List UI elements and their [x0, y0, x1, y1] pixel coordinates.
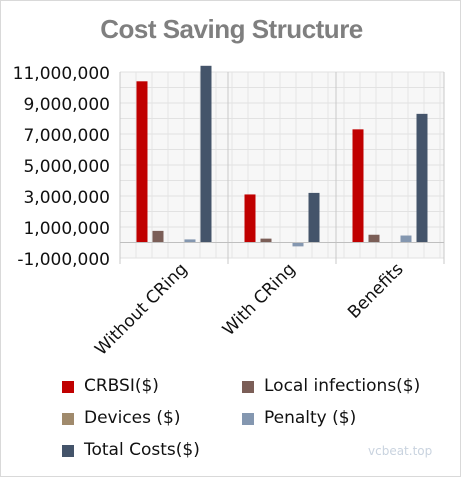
legend-label: Devices ($): [84, 408, 181, 428]
x-category-label: Benefits: [344, 259, 407, 322]
y-tick-label: 3,000,000: [23, 188, 110, 208]
y-tick-label: 11,000,000: [13, 64, 110, 84]
bar-local-infections: [152, 230, 164, 243]
y-tick-label: 7,000,000: [23, 126, 110, 146]
legend-swatch: [242, 413, 254, 425]
legend-swatch: [62, 445, 74, 457]
x-category-label: Without CRing: [91, 259, 191, 359]
bar-penalty: [400, 235, 412, 243]
watermark: vcbeat.top: [368, 444, 433, 458]
bar-penalty: [292, 242, 304, 247]
bar-local-infections: [260, 238, 272, 243]
bar-crbsi: [244, 194, 256, 243]
y-tick-label: 9,000,000: [23, 95, 110, 115]
legend-swatch: [62, 381, 74, 393]
legend-label: Local infections($): [264, 376, 421, 396]
y-tick-label: -1,000,000: [17, 250, 110, 270]
legend-label: Penalty ($): [264, 408, 357, 428]
x-category-label: With CRing: [219, 259, 300, 340]
legend-swatch: [62, 413, 74, 425]
bar-local-infections: [368, 234, 380, 243]
y-tick-label: 5,000,000: [23, 157, 110, 177]
bar-total-costs: [416, 113, 428, 243]
bar-crbsi: [352, 129, 364, 243]
bar-total-costs: [200, 65, 212, 243]
chart-title: Cost Saving Structure: [100, 14, 363, 44]
bar-crbsi: [136, 81, 148, 243]
bar-total-costs: [308, 192, 320, 243]
legend-label: Total Costs($): [84, 440, 200, 460]
y-tick-label: 1,000,000: [23, 219, 110, 239]
bar-penalty: [184, 239, 196, 243]
legend-label: CRBSI($): [84, 376, 159, 396]
legend-swatch: [242, 381, 254, 393]
